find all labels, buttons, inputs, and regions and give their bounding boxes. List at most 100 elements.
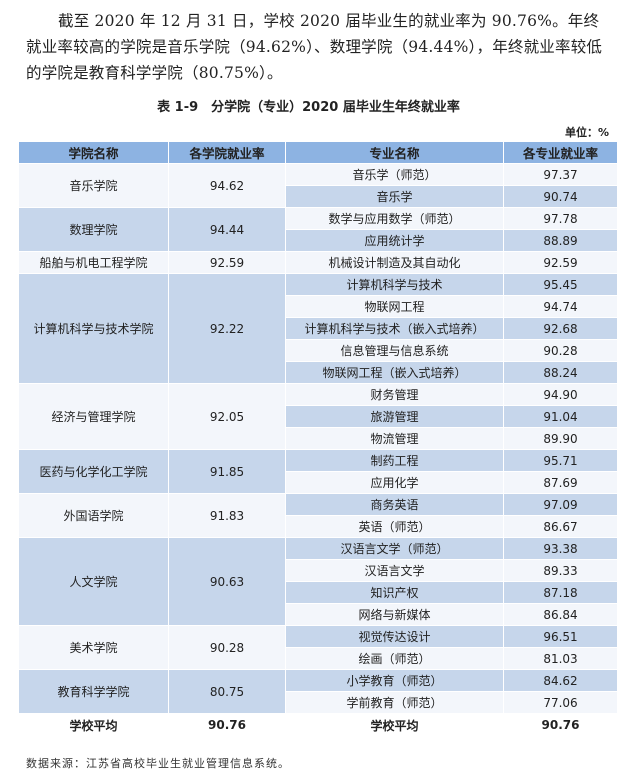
major-rate: 92.59 [503,251,617,274]
major-name: 音乐学 [285,185,504,208]
total-rate-2: 90.76 [503,713,617,737]
table-row: 数理学院 94.44 数学与应用数学（师范） 97.78 [18,207,617,252]
table-header-row: 学院名称 各学院就业率 专业名称 各专业就业率 [18,141,617,164]
major-rate: 88.89 [503,229,617,252]
table-row: 美术学院 90.28 视觉传达设计 96.51 [18,625,617,670]
major-name: 视觉传达设计 [285,625,504,648]
college-name: 音乐学院 [18,163,169,208]
major-rate: 86.67 [503,515,617,538]
major-rate: 94.74 [503,295,617,318]
college-rate: 91.83 [168,493,286,538]
college-name: 医药与化学化工学院 [18,449,169,494]
data-source-note: 数据来源：江苏省高校毕业生就业管理信息系统。 [26,757,290,770]
major-rate: 77.06 [503,691,617,714]
college-name: 教育科学学院 [18,669,169,714]
major-name: 应用统计学 [285,229,504,252]
college-name: 美术学院 [18,625,169,670]
major-rate: 97.78 [503,207,617,230]
major-rate: 87.18 [503,581,617,604]
major-name: 小学教育（师范） [285,669,504,692]
table-row: 物联网工程 94.74 [19,295,617,318]
table-row: 物流管理 89.90 [19,427,617,450]
major-rate: 93.38 [503,537,617,560]
major-rate: 91.04 [503,405,617,428]
table-row: 绘画（师范） 81.03 [19,647,617,670]
major-name: 数学与应用数学（师范） [285,207,504,230]
table-row: 旅游管理 91.04 [19,405,617,428]
header-college-rate: 各学院就业率 [168,141,286,164]
major-rate: 96.51 [503,625,617,648]
major-rate: 94.90 [503,383,617,406]
major-rate: 86.84 [503,603,617,626]
major-name: 信息管理与信息系统 [285,339,504,362]
major-rate: 87.69 [503,471,617,494]
college-name: 经济与管理学院 [18,383,169,450]
table-row: 计算机科学与技术学院 92.22 计算机科学与技术 95.45 [18,273,617,384]
total-label-2: 学校平均 [285,713,504,737]
major-rate: 95.45 [503,273,617,296]
major-name: 绘画（师范） [285,647,504,670]
major-rate: 81.03 [503,647,617,670]
college-name: 数理学院 [18,207,169,252]
table-row: 信息管理与信息系统 90.28 [19,339,617,362]
college-rate: 91.85 [168,449,286,494]
table-caption: 表 1-9 分学院（专业）2020 届毕业生年终就业率 [157,100,460,115]
major-rate: 90.28 [503,339,617,362]
intro-paragraph: 截至 2020 年 12 月 31 日，学校 2020 届毕业生的就业率为 90… [26,12,603,82]
major-name: 学前教育（师范） [285,691,504,714]
major-rate: 97.37 [503,163,617,186]
table-row: 教育科学学院 80.75 小学教育（师范） 84.62 [18,669,617,714]
college-rate: 90.63 [168,537,286,626]
total-rate: 90.76 [168,713,286,737]
major-rate: 84.62 [503,669,617,692]
header-major: 专业名称 [285,141,504,164]
major-rate: 97.09 [503,493,617,516]
major-name: 机械设计制造及其自动化 [285,251,504,274]
major-name: 物流管理 [285,427,504,450]
header-college: 学院名称 [18,141,169,164]
major-rate: 89.33 [503,559,617,582]
major-rate: 95.71 [503,449,617,472]
major-name: 物联网工程 [285,295,504,318]
table-row: 音乐学 90.74 [19,185,617,208]
college-rate: 92.22 [168,273,286,384]
college-rate: 92.59 [168,251,286,274]
table-row: 英语（师范） 86.67 [19,515,617,538]
college-name: 计算机科学与技术学院 [18,273,169,384]
major-name: 汉语言文学 [285,559,504,582]
college-rate: 80.75 [168,669,286,714]
major-name: 旅游管理 [285,405,504,428]
total-label: 学校平均 [18,713,169,737]
major-name: 物联网工程（嵌入式培养） [285,361,504,384]
major-name: 网络与新媒体 [285,603,504,626]
table-row: 网络与新媒体 86.84 [19,603,617,626]
table-row: 应用化学 87.69 [19,471,617,494]
major-name: 财务管理 [285,383,504,406]
major-rate: 89.90 [503,427,617,450]
college-rate: 92.05 [168,383,286,450]
major-name: 知识产权 [285,581,504,604]
table-row: 知识产权 87.18 [19,581,617,604]
major-name: 英语（师范） [285,515,504,538]
college-rate: 90.28 [168,625,286,670]
major-rate: 88.24 [503,361,617,384]
major-rate: 90.74 [503,185,617,208]
college-name: 人文学院 [18,537,169,626]
college-name: 船舶与机电工程学院 [18,251,169,274]
table-row: 医药与化学化工学院 91.85 制药工程 95.71 [18,449,617,494]
table-row: 应用统计学 88.89 [19,229,617,252]
college-rate: 94.62 [168,163,286,208]
major-name: 应用化学 [285,471,504,494]
college-rate: 94.44 [168,207,286,252]
header-major-rate: 各专业就业率 [503,141,617,164]
major-name: 音乐学（师范） [285,163,504,186]
unit-label: 单位：% [564,126,609,139]
total-row: 学校平均 90.76 学校平均 90.76 [18,713,617,737]
major-name: 制药工程 [285,449,504,472]
table-row: 音乐学院 94.62 音乐学（师范） 97.37 [18,163,617,208]
college-name: 外国语学院 [18,493,169,538]
major-name: 商务英语 [285,493,504,516]
major-rate: 92.68 [503,317,617,340]
table-row: 物联网工程（嵌入式培养） 88.24 [19,361,617,384]
table-row: 人文学院 90.63 汉语言文学（师范） 93.38 [18,537,617,626]
